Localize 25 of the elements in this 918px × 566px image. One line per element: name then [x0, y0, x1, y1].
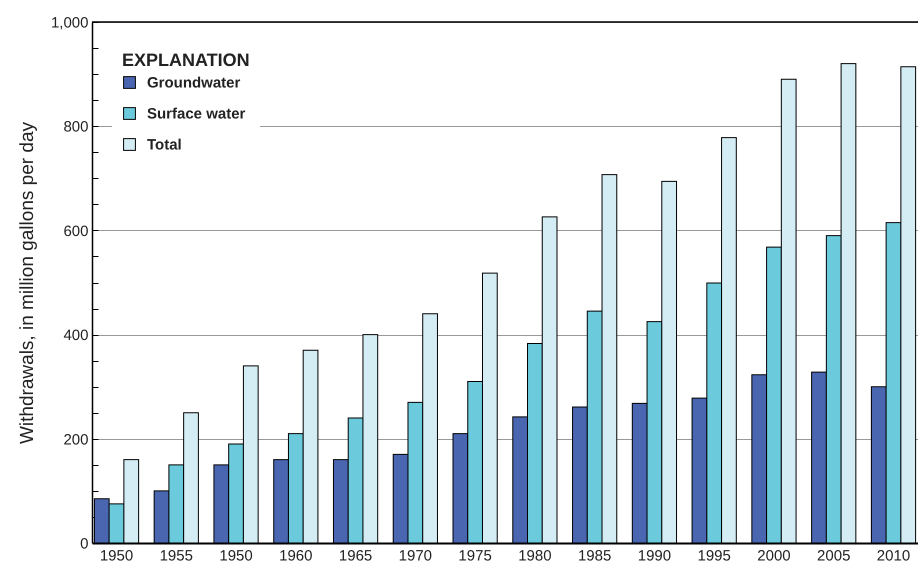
x-tick-label: 1995	[698, 548, 731, 564]
x-tick-label: 1965	[338, 548, 372, 564]
y-axis-title: Withdrawals, in million gallons per day	[16, 121, 38, 444]
x-tick-label: 2005	[817, 548, 850, 564]
x-tick-label: 1960	[279, 548, 312, 564]
x-tick-label: 1955	[160, 548, 193, 564]
y-tick-label: 0	[80, 536, 88, 552]
x-tick-label: 2010	[876, 548, 910, 564]
y-tick-label: 600	[63, 222, 88, 240]
x-tick-label: 1970	[398, 548, 432, 564]
y-tick-label: 200	[63, 431, 88, 448]
y-tick-label: 400	[63, 327, 88, 344]
x-tick-label: 1990	[638, 548, 672, 564]
legend-label: Groundwater	[147, 74, 240, 92]
y-tick-label: 800	[63, 118, 88, 136]
legend-title: EXPLANATION	[122, 50, 250, 70]
legend-label: Total	[147, 136, 182, 154]
x-tick-label: 1950	[219, 548, 253, 564]
x-tick-label: 1950	[100, 548, 134, 564]
x-tick-label: 1975	[458, 548, 492, 564]
x-tick-label: 1985	[578, 548, 612, 564]
legend-label: Surface water	[147, 106, 246, 122]
x-tick-label: 1980	[518, 548, 552, 564]
x-tick-label: 2000	[757, 548, 791, 564]
y-tick-label: 1,000	[50, 14, 88, 32]
